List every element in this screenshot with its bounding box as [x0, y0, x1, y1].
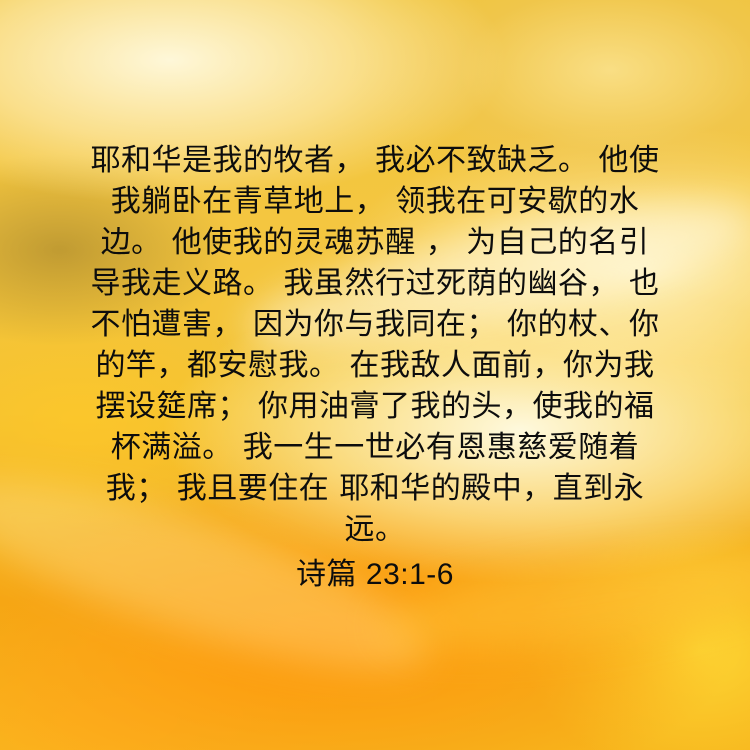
verse-line: 我； 我且要住在 耶和华的殿中，直到永: [105, 471, 645, 506]
verse-line: 摆设筵席； 你用油膏了我的头，使我的福: [95, 389, 655, 424]
verse-reference: 诗篇 23:1-6: [296, 558, 454, 591]
verse-line: 杯满溢。 我一生一世必有恩惠慈爱随着: [110, 430, 640, 465]
verse-line: 边。 他使我的灵魂苏醒 ， 为自己的名引: [100, 225, 650, 260]
verse-line: 不怕遭害， 因为你与我同在； 你的杖、你: [90, 307, 660, 342]
verse-line: 耶和华是我的牧者， 我必不致缺乏。 他使: [90, 143, 660, 178]
verse-line: 远。: [344, 512, 406, 547]
verse-line: 我躺卧在青草地上， 领我在可安歇的水: [110, 184, 640, 219]
verse-line: 导我走义路。 我虽然行过死荫的幽谷， 也: [90, 266, 660, 301]
verse-text-block: 耶和华是我的牧者， 我必不致缺乏。 他使 我躺卧在青草地上， 领我在可安歇的水 …: [30, 140, 720, 595]
verse-line: 的竿，都安慰我。 在我敌人面前，你为我: [95, 348, 655, 383]
